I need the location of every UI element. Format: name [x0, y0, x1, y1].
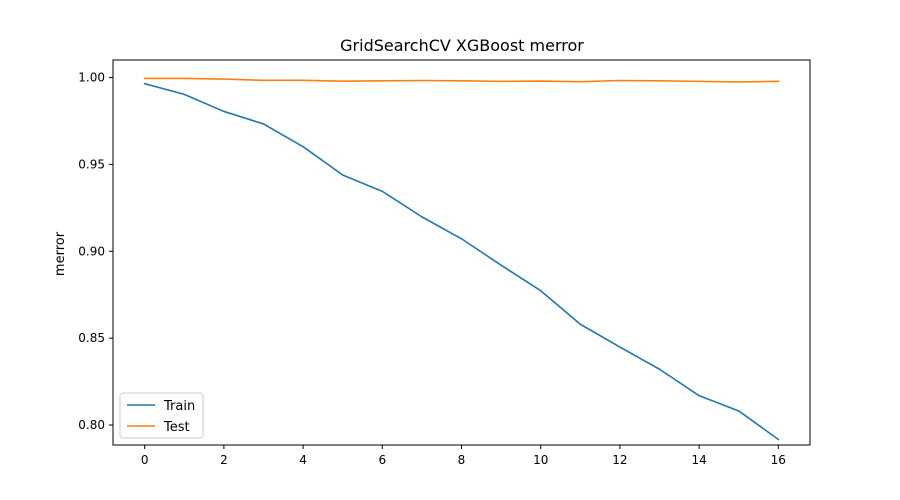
y-tick-label: 1.00 — [78, 71, 105, 85]
x-tick-label: 0 — [141, 453, 149, 467]
series-line-train — [143, 82, 780, 441]
x-tick-label: 8 — [458, 453, 466, 467]
chart-title: GridSearchCV XGBoost merror — [340, 36, 584, 55]
plot-area: 0 2 4 6 8 10 12 14 16 0.80 0.85 0.90 0.95 1.00 — [78, 59, 811, 467]
axes-frame — [112, 59, 811, 446]
series-line-test — [143, 77, 780, 83]
x-tick-label: 12 — [612, 453, 627, 467]
x-tick-label: 16 — [771, 453, 786, 467]
legend: Train Test — [119, 392, 204, 439]
x-tick-label: 14 — [691, 453, 706, 467]
legend-label-train: Train — [163, 399, 195, 414]
x-tick-label: 4 — [299, 453, 307, 467]
y-tick-label: 0.90 — [78, 244, 105, 258]
legend-label-test: Test — [163, 420, 190, 435]
y-tick-label: 0.95 — [78, 157, 105, 171]
y-tick-label: 0.85 — [78, 331, 105, 345]
x-tick-label: 2 — [220, 453, 228, 467]
x-tick-label: 6 — [378, 453, 386, 467]
y-tick-label: 0.80 — [78, 418, 105, 432]
x-tick-label: 10 — [533, 453, 548, 467]
y-axis-label: merror — [53, 231, 68, 276]
